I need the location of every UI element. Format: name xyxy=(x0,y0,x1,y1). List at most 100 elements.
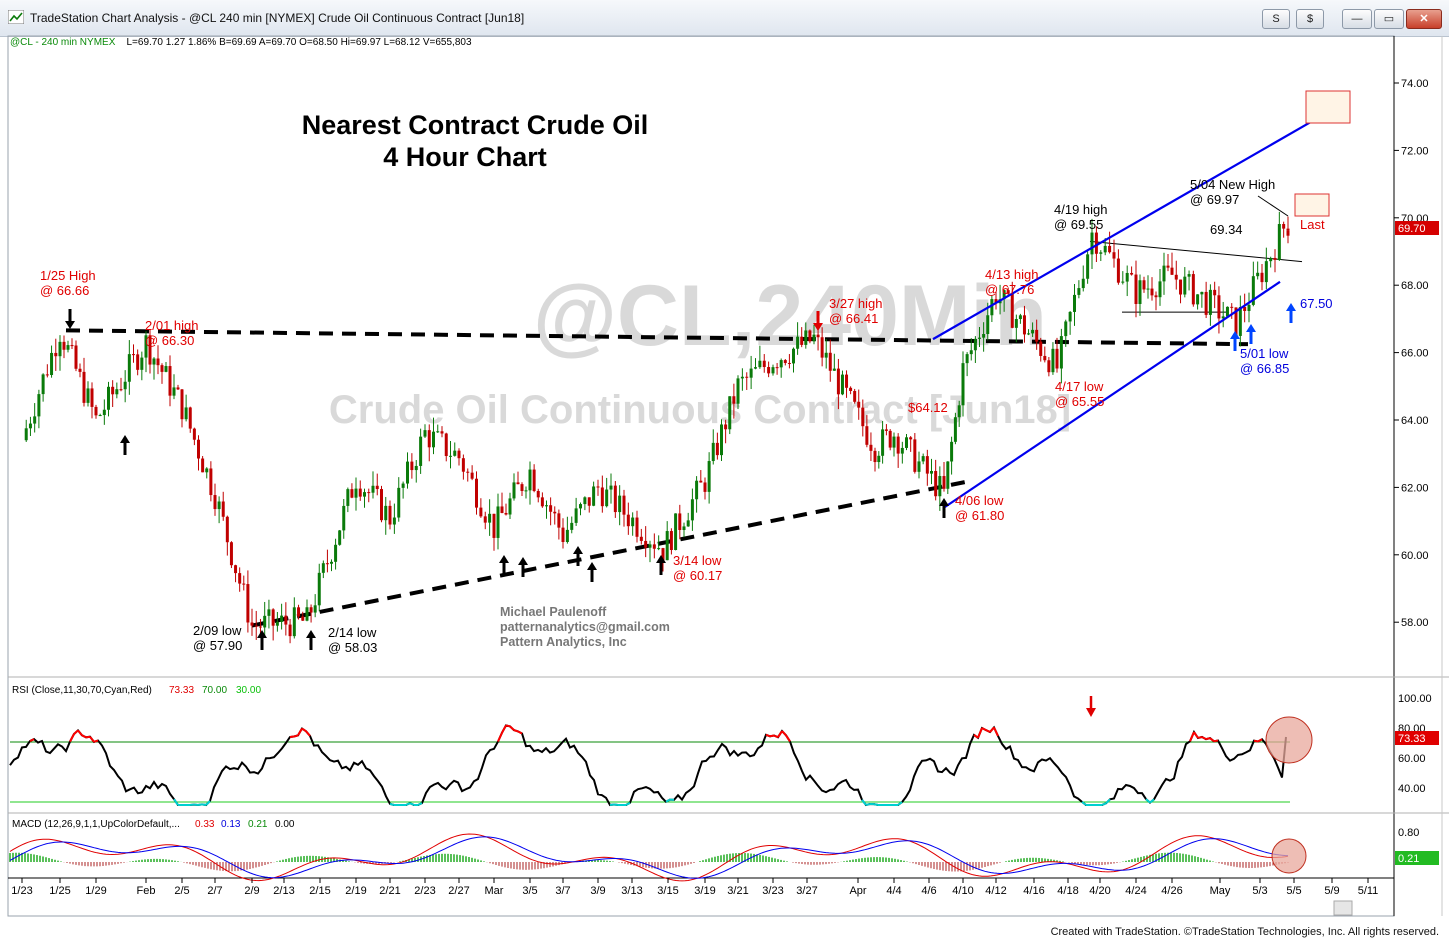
candle-body xyxy=(470,472,474,479)
time-tick-label: 3/5 xyxy=(522,885,537,897)
candle-body xyxy=(184,407,188,420)
candle-body xyxy=(792,348,795,364)
candle-body xyxy=(1217,295,1221,319)
time-tick-label: 1/23 xyxy=(11,885,32,897)
candle-body xyxy=(986,315,990,335)
candle-body xyxy=(1166,265,1170,268)
candle-body xyxy=(990,299,994,316)
candle-body xyxy=(50,352,54,376)
candle-body xyxy=(1187,274,1191,277)
rsi-overbought-segment xyxy=(305,730,311,737)
candle-body xyxy=(1068,311,1072,322)
annotation-mar14-line2: @ 60.17 xyxy=(673,568,722,583)
candle-body xyxy=(605,489,609,507)
candle-body xyxy=(66,345,70,350)
candle-body xyxy=(1230,306,1234,308)
candle-body xyxy=(1282,224,1286,229)
annotation-jan25-line2: @ 66.66 xyxy=(40,283,89,298)
rsi-overbought-segment xyxy=(1213,739,1219,743)
minimize-button[interactable]: — xyxy=(1342,9,1372,29)
candle-body xyxy=(1286,228,1290,231)
candle-body xyxy=(440,431,444,434)
candle-body xyxy=(946,461,950,489)
symbol-link-button[interactable]: S xyxy=(1262,9,1290,29)
last-price-tag xyxy=(1395,221,1439,235)
candle-body xyxy=(678,513,682,530)
candle-body xyxy=(1047,360,1051,373)
maximize-button[interactable]: ▭ xyxy=(1374,9,1404,29)
candle-body xyxy=(309,607,313,613)
rsi-overbought-segment xyxy=(1189,731,1195,742)
candle-body xyxy=(853,390,857,402)
price-tick-label: 66.00 xyxy=(1401,348,1429,360)
candle-body xyxy=(1116,258,1120,283)
candle-body xyxy=(384,505,388,521)
candle-body xyxy=(957,405,961,418)
rsi-overbought-segment xyxy=(85,735,91,739)
candle-body xyxy=(881,429,885,456)
close-button[interactable]: ✕ xyxy=(1406,9,1442,29)
candle-body xyxy=(574,508,578,523)
macd-panel: MACD (12,26,9,1,1,UpColorDefault,... 0.3… xyxy=(9,819,1439,882)
candle-body xyxy=(98,415,102,417)
rsi-overbought-segment xyxy=(289,735,295,738)
candle-body xyxy=(1162,265,1166,282)
candle-body xyxy=(1277,224,1281,260)
candle-body xyxy=(969,350,973,355)
candle-body xyxy=(699,480,703,483)
up-arrow-icon xyxy=(656,555,666,575)
candle-body xyxy=(275,621,279,626)
time-tick-label: 4/6 xyxy=(921,885,936,897)
candle-body xyxy=(188,407,192,429)
candle-body xyxy=(375,485,379,490)
candle-body xyxy=(1002,290,1006,300)
time-tick-label: 2/19 xyxy=(345,885,366,897)
candle-body xyxy=(406,461,409,484)
rsi-oversold-segment xyxy=(865,802,871,806)
resistance-dashed--line xyxy=(65,328,1249,347)
candle-body xyxy=(745,376,749,378)
candle-body xyxy=(1238,307,1242,336)
annotation-may04-line1: 5/04 New High xyxy=(1190,177,1275,192)
candle-body xyxy=(820,337,824,358)
candle-body xyxy=(317,572,321,606)
dollar-link-button[interactable]: $ xyxy=(1296,9,1324,29)
time-tick-label: 4/10 xyxy=(952,885,973,897)
candle-body xyxy=(648,544,652,548)
candle-body xyxy=(288,624,292,637)
time-tick-label: 4/26 xyxy=(1161,885,1182,897)
channel-upper-line xyxy=(932,115,1321,341)
rsi-overbought-segment xyxy=(777,730,783,738)
time-tick-label: 2/9 xyxy=(244,885,259,897)
candle-body xyxy=(225,516,229,543)
chart-frame xyxy=(7,35,1395,917)
candle-body xyxy=(631,517,635,527)
candle-body xyxy=(1170,267,1174,275)
candle-body xyxy=(363,492,366,497)
candle-body xyxy=(1081,278,1085,289)
candle-body xyxy=(297,607,301,617)
candle-body xyxy=(1077,288,1081,295)
horizontal-scrollbar-thumb[interactable] xyxy=(1333,900,1353,916)
candle-body xyxy=(828,352,832,371)
candle-body xyxy=(205,468,209,473)
time-tick-label: 4/20 xyxy=(1089,885,1110,897)
candle-body xyxy=(715,442,719,456)
rsi-overbought-segment xyxy=(81,734,87,739)
rsi-oversold-segment xyxy=(197,803,203,806)
candle-body xyxy=(1247,304,1251,311)
candle-body xyxy=(388,505,392,525)
candle-body xyxy=(808,330,812,342)
annotation-mar27-line2: @ 66.41 xyxy=(829,311,878,326)
candle-body xyxy=(804,330,808,345)
candle-body xyxy=(609,485,613,490)
candle-body xyxy=(1027,333,1031,335)
candle-body xyxy=(37,394,41,417)
candle-body xyxy=(1018,315,1022,320)
window-title: TradeStation Chart Analysis - @CL 240 mi… xyxy=(30,11,525,25)
candle-body xyxy=(1158,281,1162,298)
candle-body xyxy=(812,334,816,342)
chart-title-line1: Nearest Contract Crude Oil xyxy=(302,110,649,140)
time-tick-label: 2/5 xyxy=(174,885,189,897)
